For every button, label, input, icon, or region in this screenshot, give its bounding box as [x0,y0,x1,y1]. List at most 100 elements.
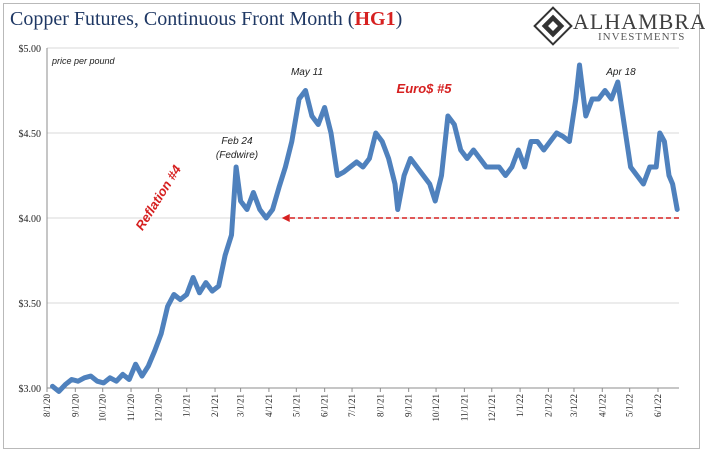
x-tick-label: 2/1/21 [210,394,220,417]
x-tick-label: 9/1/20 [70,394,80,418]
data-point [575,98,577,100]
data-point [235,166,237,168]
data-point [511,166,513,168]
data-point [663,140,666,143]
data-point [246,208,248,211]
data-point [259,208,261,211]
data-point [224,254,226,257]
data-point [623,123,625,126]
x-tick-label: 6/1/21 [320,394,330,417]
data-point [205,281,207,284]
data-point [96,380,98,383]
x-tick-label: 11/1/20 [126,394,136,422]
data-point [498,166,500,168]
data-point [343,171,345,173]
data-point [555,132,558,134]
data-point [396,208,399,211]
data-point [217,285,220,287]
x-tick-label: 11/1/21 [459,394,469,421]
x-tick-label: 12/1/21 [487,394,497,422]
data-point [479,157,481,160]
axes [46,48,679,392]
data-point [115,380,118,383]
data-point [466,157,468,160]
annotation-fedwire: (Fedwire) [216,150,258,161]
data-point [649,166,651,168]
data-point [523,166,526,168]
data-point [211,290,214,292]
x-tick-labels: 8/1/20 9/1/20 10/1/20 11/1/20 12/1/20 1/1/21 2… [42,394,663,422]
data-point [676,208,678,211]
x-tick-label: 12/1/20 [153,394,163,422]
data-point [173,293,175,296]
data-point [459,149,462,151]
data-point [517,149,520,151]
data-point [362,166,364,168]
chart-title: Copper Futures, Continuous Front Month (… [10,8,402,31]
data-point [109,377,111,379]
data-point [349,166,352,168]
annotation-feb24: Feb 24 [221,136,253,147]
data-point [330,132,332,134]
data-point [562,135,564,138]
data-point [381,140,384,143]
x-tick-label: 1/1/22 [515,394,525,417]
x-tick-label: 4/1/21 [264,394,274,417]
x-tick-label: 3/1/22 [569,394,579,417]
data-point [491,166,494,168]
data-point [636,174,638,177]
data-point [58,390,60,393]
data-point [198,292,201,294]
data-point [428,183,431,185]
title-end: ) [395,8,403,30]
data-point [597,98,600,100]
data-point [166,305,169,308]
annotation-may11: May 11 [291,67,323,78]
data-point [265,217,268,219]
data-point [179,298,182,301]
data-point [239,200,242,202]
x-tick-label: 3/1/21 [236,394,246,417]
y-tick-label: $3.00 [19,384,42,395]
data-point [543,149,545,151]
title-ticker: HG1 [354,8,396,30]
x-tick-label: 7/1/21 [347,394,357,417]
annotation-apr18: Apr 18 [605,67,636,78]
data-point [578,64,581,66]
data-point [122,373,124,376]
data-point [549,140,551,143]
data-point [530,140,532,143]
reference-arrow [281,214,679,222]
data-point [90,375,92,377]
data-point [642,183,645,185]
logo-subtitle: INVESTMENTS [598,31,686,43]
title-main: Copper Futures, Continuous Front Month ( [10,8,355,30]
data-point [504,174,507,177]
x-tick-label: 8/1/21 [375,394,385,417]
data-point [252,191,255,194]
data-point [317,123,320,126]
data-point [336,174,339,177]
data-point [434,200,437,202]
data-point [368,157,371,160]
y-tick-label: $4.00 [19,214,42,225]
data-point [192,276,194,279]
x-tick-label: 1/1/21 [182,394,192,417]
data-point [284,166,287,168]
data-point [304,89,307,92]
data-point [147,365,150,367]
data-point [141,375,143,377]
chart-frame [3,3,700,449]
copper-price-line [50,62,680,394]
data-point [416,166,418,168]
data-point [355,161,358,163]
data-point [134,363,137,366]
x-tick-label: 4/1/22 [597,394,607,417]
data-point [394,183,396,185]
y-tick-label: $3.50 [19,299,42,310]
data-point [629,166,632,168]
x-tick-label: 6/1/22 [653,394,663,417]
x-tick-label: 5/1/22 [625,394,635,417]
data-point [617,81,619,83]
data-point [610,98,613,100]
